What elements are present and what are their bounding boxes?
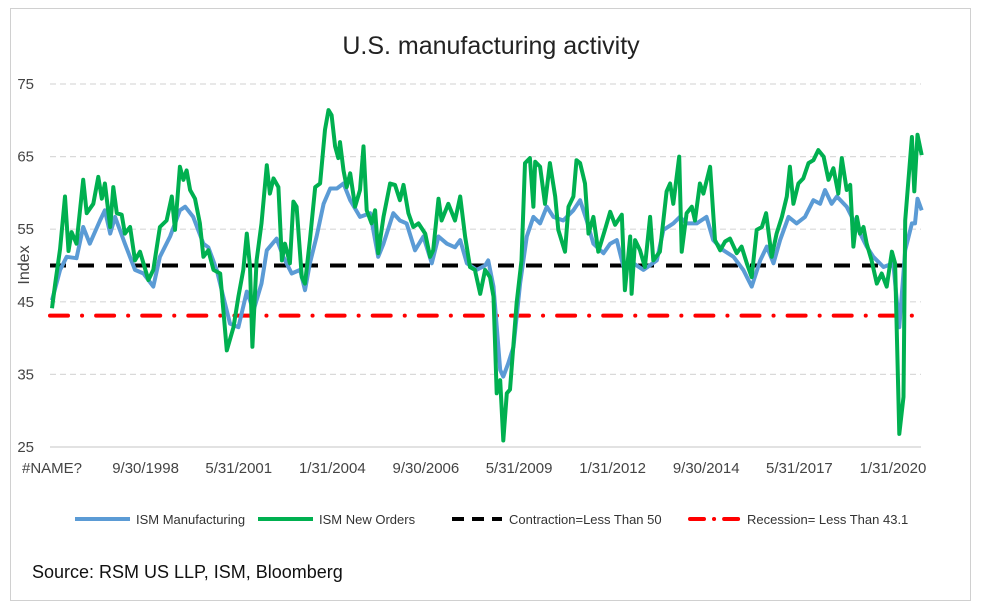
x-tick-label: 5/31/2001 xyxy=(205,460,272,477)
y-tick-label: 75 xyxy=(17,76,34,93)
ism-new-orders-line xyxy=(50,108,924,443)
x-tick-label: 5/31/2017 xyxy=(766,460,833,477)
source-note: Source: RSM US LLP, ISM, Bloomberg xyxy=(32,562,343,582)
y-tick-label: 45 xyxy=(17,294,34,311)
legend-label: ISM Manufacturing xyxy=(136,512,245,527)
x-tick-label: 1/31/2020 xyxy=(860,460,927,477)
legend-label: ISM New Orders xyxy=(319,512,416,527)
x-tick-label: 9/30/1998 xyxy=(112,460,179,477)
x-tick-label: 9/30/2014 xyxy=(673,460,740,477)
y-tick-label: 35 xyxy=(17,366,34,383)
x-tick-label: 5/31/2009 xyxy=(486,460,553,477)
y-tick-label: 25 xyxy=(17,439,34,456)
x-tick-label: #NAME? xyxy=(22,460,82,477)
gridlines xyxy=(50,83,921,448)
reference-lines xyxy=(48,263,914,318)
y-tick-label: 65 xyxy=(17,149,34,166)
chart-frame xyxy=(10,8,971,601)
legend-label: Contraction=Less Than 50 xyxy=(509,512,662,527)
series-lines xyxy=(50,108,924,443)
legend-label: Recession= Less Than 43.1 xyxy=(747,512,908,527)
ism-manufacturing-line xyxy=(50,181,924,379)
y-tick-labels: 25 35 45 55 65 75 xyxy=(17,76,34,456)
x-tick-label: 1/31/2012 xyxy=(579,460,646,477)
y-axis-label: Index xyxy=(16,245,33,284)
y-tick-label: 55 xyxy=(17,221,34,238)
legend: ISM Manufacturing ISM New Orders Contracti… xyxy=(75,512,908,527)
x-tick-label: 1/31/2004 xyxy=(299,460,366,477)
x-tick-label: 9/30/2006 xyxy=(393,460,460,477)
x-tick-labels: #NAME? 9/30/1998 5/31/2001 1/31/2004 9/30/20… xyxy=(22,460,926,477)
chart-title: U.S. manufacturing activity xyxy=(342,32,640,60)
